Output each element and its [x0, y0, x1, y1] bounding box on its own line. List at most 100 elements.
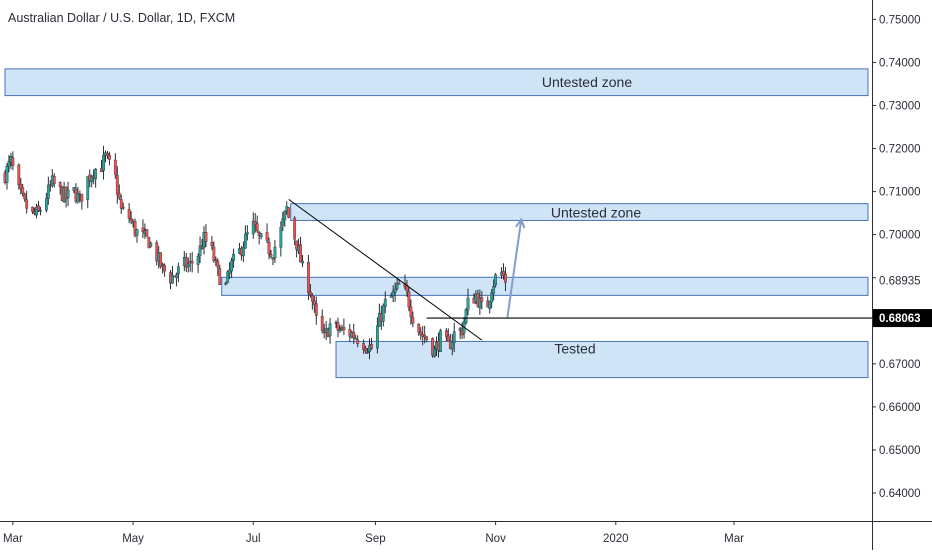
candle-body	[135, 229, 139, 236]
candle-body	[232, 253, 235, 261]
price-level-label: 0.68935	[879, 276, 921, 288]
candle-body	[216, 260, 220, 268]
candle-body	[145, 229, 149, 237]
candle-body	[364, 348, 367, 352]
candle-body	[336, 322, 340, 331]
candle-body	[312, 300, 316, 305]
candle-body	[228, 269, 232, 274]
candle-body	[273, 246, 277, 259]
zone-rect-1	[290, 203, 869, 221]
zone-rect-2	[221, 276, 869, 296]
candle-body	[301, 260, 304, 264]
candle-body	[338, 329, 342, 332]
zone-rect-3	[335, 340, 869, 379]
candle-body	[328, 323, 332, 337]
candle-body	[391, 290, 395, 296]
zone-label-1: Untested zone	[551, 205, 641, 221]
x-tick-label: Jul	[246, 533, 261, 545]
candle-body	[196, 256, 200, 265]
candle-body	[494, 274, 498, 286]
candle-body	[409, 306, 413, 317]
candle-body	[279, 226, 283, 248]
candle-body	[108, 154, 111, 160]
candle-body	[147, 237, 151, 249]
candle-body	[283, 210, 287, 221]
candle-body	[381, 305, 385, 322]
y-tick-label: 0.70000	[879, 230, 921, 242]
candle-body	[25, 199, 29, 209]
candle-body	[121, 206, 125, 209]
candle-body	[46, 184, 50, 199]
y-tick-label: 0.75000	[879, 14, 921, 26]
candle-body	[159, 252, 163, 267]
candle-body	[133, 220, 137, 236]
candle-body	[504, 273, 507, 283]
candle-body	[184, 257, 188, 268]
candle-body	[308, 291, 312, 295]
x-tick-label: Mar	[724, 533, 744, 545]
candle-body	[411, 317, 415, 324]
candle-body	[76, 193, 80, 202]
candle-body	[356, 339, 360, 344]
candle-body	[425, 336, 429, 340]
y-tick-label: 0.74000	[879, 57, 921, 69]
candle-body	[58, 182, 62, 187]
candle-body	[5, 166, 9, 183]
candle-body	[230, 260, 233, 272]
candle-body	[488, 300, 492, 309]
candle-body	[141, 227, 145, 232]
candle-body	[190, 260, 194, 264]
candle-body	[366, 351, 369, 354]
candle-body	[490, 292, 494, 303]
candle-body	[113, 159, 117, 176]
candle-body	[186, 263, 190, 267]
candle-body	[212, 246, 216, 261]
candle-body	[86, 176, 90, 200]
candle-body	[19, 183, 23, 190]
candle-body	[314, 303, 318, 316]
y-tick-label: 0.67000	[879, 359, 921, 371]
candle-body	[94, 168, 98, 180]
last-price-value: 0.68063	[879, 313, 921, 325]
candle-body	[115, 175, 119, 195]
candle-body	[502, 271, 505, 277]
candle-body	[31, 206, 34, 212]
candle-body	[80, 193, 84, 202]
candle-body	[393, 288, 397, 293]
candle-body	[242, 247, 245, 257]
candle-body	[44, 198, 48, 211]
candle-body	[281, 218, 285, 226]
candle-body	[149, 242, 153, 247]
candle-body	[466, 297, 470, 311]
y-tick-label: 0.64000	[879, 488, 921, 500]
zone-label-0: Untested zone	[542, 74, 632, 90]
candle-body	[480, 297, 484, 302]
candle-body	[52, 176, 56, 184]
chart-title: Australian Dollar / U.S. Dollar, 1D, FXC…	[8, 11, 235, 25]
candle-body	[293, 217, 297, 240]
candle-body	[362, 342, 365, 350]
y-tick-label: 0.66000	[879, 402, 921, 414]
candle-body	[224, 282, 228, 285]
candle-body	[245, 232, 249, 235]
candle-body	[198, 245, 202, 256]
candle-body	[269, 254, 273, 257]
candle-body	[375, 325, 379, 349]
candle-body	[389, 295, 393, 298]
candle-body	[7, 161, 11, 167]
candle-body	[214, 259, 218, 261]
candle-body	[204, 232, 208, 242]
candle-body	[66, 189, 70, 198]
candle-body	[226, 271, 230, 283]
candle-body	[271, 257, 275, 260]
candle-body	[492, 286, 496, 294]
candle-body	[127, 209, 131, 219]
candle-body	[171, 275, 174, 284]
candle-body	[267, 241, 271, 255]
projection-arrow-head	[515, 217, 526, 229]
zone-label-3: Tested	[554, 340, 595, 356]
candle-body	[210, 242, 214, 246]
candle-body	[161, 263, 165, 266]
